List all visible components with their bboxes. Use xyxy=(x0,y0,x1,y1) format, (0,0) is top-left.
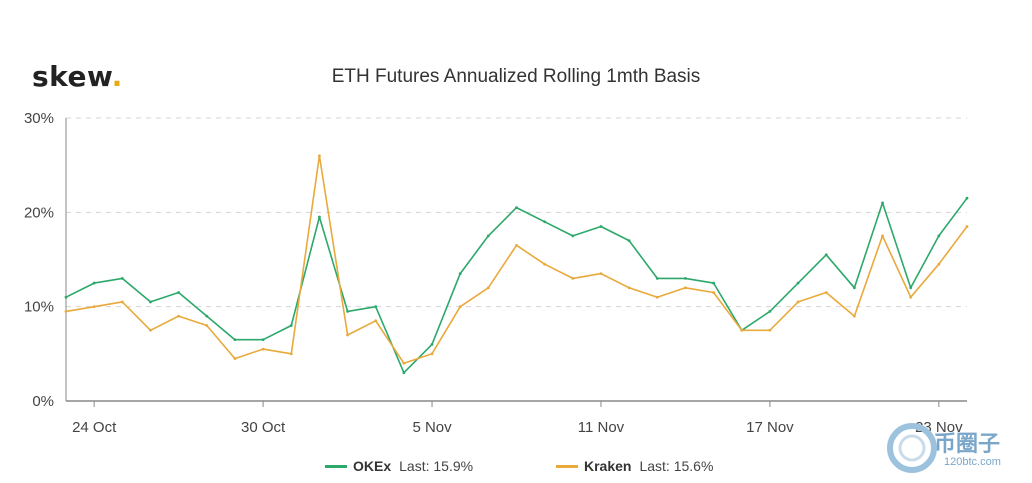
data-point-okex xyxy=(684,276,687,280)
data-point-kraken xyxy=(402,361,406,365)
data-point-kraken xyxy=(515,243,518,247)
data-point-okex xyxy=(712,281,715,285)
data-point-kraken xyxy=(458,305,462,309)
data-point-kraken xyxy=(909,295,913,299)
data-point-kraken xyxy=(289,352,293,356)
y-tick-label: 10% xyxy=(24,299,54,316)
brand-dot: . xyxy=(111,60,123,93)
data-point-kraken xyxy=(346,333,349,337)
data-point-okex xyxy=(64,295,68,299)
data-point-kraken xyxy=(881,234,884,238)
data-point-okex xyxy=(515,206,518,210)
data-point-kraken xyxy=(261,347,265,351)
brand-logo: skew. xyxy=(32,60,123,93)
data-point-okex xyxy=(965,196,969,200)
x-tick-label: 30 Oct xyxy=(241,419,286,436)
series-line-okex xyxy=(65,197,968,374)
legend-value-kraken: Last: 15.6% xyxy=(639,458,714,474)
data-point-kraken xyxy=(92,305,96,309)
data-point-okex xyxy=(120,276,124,280)
data-point-okex xyxy=(796,281,800,285)
data-point-kraken xyxy=(233,357,237,360)
watermark-text: 币圈子 xyxy=(934,432,1001,457)
data-point-kraken xyxy=(64,309,68,313)
legend-swatch-kraken xyxy=(556,464,578,468)
y-tick-label: 20% xyxy=(24,204,54,221)
data-point-okex xyxy=(346,309,349,313)
data-point-okex xyxy=(571,234,575,238)
data-point-kraken xyxy=(149,328,152,332)
data-point-kraken xyxy=(965,225,969,228)
x-tick-label: 5 Nov xyxy=(412,419,452,436)
data-point-okex xyxy=(402,371,406,375)
legend-item-okex[interactable]: OKEx Last: 15.9% xyxy=(325,458,473,474)
brand-name: skew xyxy=(32,60,112,93)
data-point-okex xyxy=(233,338,237,342)
data-point-okex xyxy=(599,225,603,228)
y-tick-label: 0% xyxy=(32,393,54,410)
data-point-okex xyxy=(458,272,462,276)
legend-name-okex: OKEx xyxy=(353,458,392,474)
data-point-okex xyxy=(852,286,856,290)
data-point-kraken xyxy=(430,352,434,356)
watermark: 币圈子 120btc.com xyxy=(882,418,1032,478)
series-line-kraken xyxy=(65,154,968,365)
legend-name-kraken: Kraken xyxy=(584,458,632,474)
watermark-logo-icon xyxy=(887,423,937,473)
data-point-okex xyxy=(909,286,913,290)
data-point-kraken xyxy=(712,291,715,294)
data-point-kraken xyxy=(655,295,659,299)
data-point-okex xyxy=(627,239,631,243)
data-point-okex xyxy=(430,343,434,346)
data-point-kraken xyxy=(599,272,603,276)
data-point-kraken xyxy=(796,300,800,304)
data-point-okex xyxy=(824,253,828,257)
data-point-kraken xyxy=(374,319,378,323)
chart-title: ETH Futures Annualized Rolling 1mth Basi… xyxy=(331,66,701,87)
data-point-okex xyxy=(374,305,378,309)
data-point-okex xyxy=(261,338,265,342)
data-point-okex xyxy=(655,276,659,280)
data-point-kraken xyxy=(120,300,124,304)
data-point-okex xyxy=(205,314,209,318)
data-point-kraken xyxy=(768,328,772,332)
data-point-kraken xyxy=(824,291,828,294)
data-point-kraken xyxy=(852,314,856,318)
data-point-okex xyxy=(289,324,293,327)
data-point-okex xyxy=(177,291,181,294)
data-point-okex xyxy=(543,220,547,224)
legend-swatch-okex xyxy=(325,464,347,468)
data-point-kraken xyxy=(318,154,321,158)
data-point-okex xyxy=(318,215,321,219)
data-point-okex xyxy=(92,281,96,285)
data-point-kraken xyxy=(486,286,490,290)
data-point-kraken xyxy=(937,262,941,266)
y-tick-label: 30% xyxy=(24,110,54,127)
data-point-kraken xyxy=(627,286,631,290)
data-point-kraken xyxy=(177,314,181,318)
data-point-kraken xyxy=(543,262,547,266)
watermark-url: 120btc.com xyxy=(944,456,1001,468)
data-point-okex xyxy=(486,234,490,238)
data-point-kraken xyxy=(684,286,687,290)
x-tick-label: 11 Nov xyxy=(578,419,625,436)
x-tick-label: 24 Oct xyxy=(72,419,117,436)
legend-item-kraken[interactable]: Kraken Last: 15.6% xyxy=(556,458,713,474)
data-point-okex xyxy=(881,201,884,205)
data-point-okex xyxy=(149,300,152,304)
data-point-kraken xyxy=(205,324,209,327)
data-point-kraken xyxy=(571,276,575,280)
data-point-kraken xyxy=(740,328,744,332)
data-point-okex xyxy=(768,309,772,313)
x-tick-label: 17 Nov xyxy=(746,419,794,436)
legend-value-okex: Last: 15.9% xyxy=(399,458,474,474)
data-point-okex xyxy=(937,234,941,238)
